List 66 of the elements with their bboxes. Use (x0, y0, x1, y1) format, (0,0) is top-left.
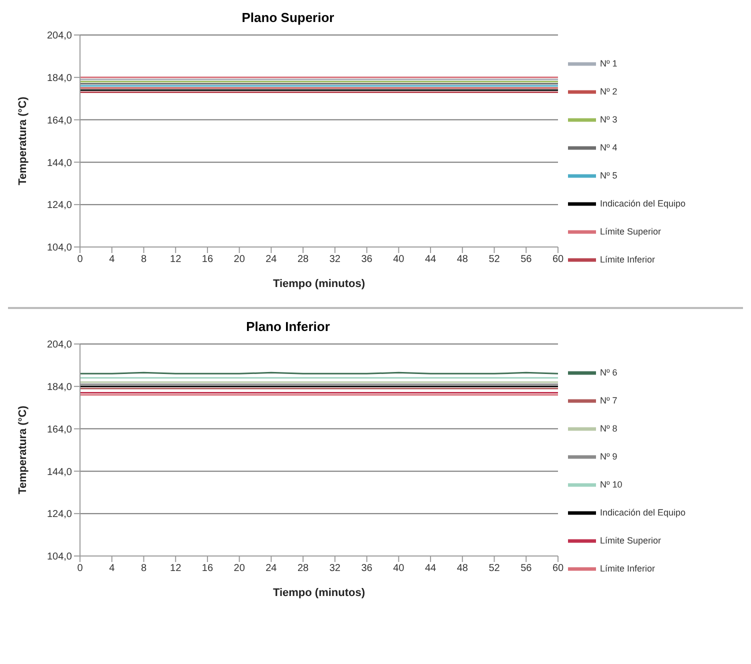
legend-label: Indicación del Equipo (600, 507, 686, 518)
x-tick-label: 16 (202, 563, 214, 574)
y-tick-label: 124,0 (46, 509, 72, 520)
y-axis-title: Temperatura (°C) (16, 96, 29, 186)
x-tick-label: 24 (266, 563, 278, 574)
x-tick-label: 36 (361, 563, 373, 574)
x-tick-label: 52 (488, 563, 500, 574)
y-tick-label: 144,0 (46, 158, 72, 169)
x-axis-title: Tiempo (minutos) (272, 278, 366, 290)
x-tick-label: 32 (329, 563, 341, 574)
x-tick-label: 4 (109, 254, 116, 266)
legend-label: Límite Inferior (600, 254, 656, 264)
legend-label: Indicación del Equipo (600, 198, 686, 208)
legend-label: Nº 5 (600, 170, 618, 180)
x-tick-label: 40 (393, 563, 405, 574)
x-tick-label: 28 (298, 254, 310, 266)
legend-label: Nº 1 (600, 58, 618, 68)
chart-title: Plano Superior (240, 10, 336, 25)
legend-label: Nº 2 (600, 86, 618, 96)
x-tick-label: 20 (234, 254, 246, 266)
y-tick-label: 164,0 (46, 424, 72, 436)
y-tick-label: 204,0 (46, 340, 72, 351)
legend-label: Límite Superior (600, 535, 662, 546)
chart-title: Plano Inferior (245, 319, 331, 334)
legend-label: Nº 7 (600, 395, 618, 406)
x-tick-label: 20 (234, 563, 246, 574)
x-tick-label: 36 (361, 254, 373, 266)
x-tick-label: 56 (520, 254, 532, 266)
x-tick-label: 40 (393, 254, 405, 266)
legend-label: Nº 3 (600, 114, 618, 124)
x-axis-title: Tiempo (minutos) (272, 587, 366, 599)
y-tick-label: 144,0 (46, 466, 72, 478)
x-tick-label: 60 (552, 254, 564, 266)
x-tick-label: 0 (77, 254, 84, 266)
x-tick-label: 0 (77, 563, 84, 574)
y-tick-label: 104,0 (46, 242, 72, 254)
x-tick-label: 60 (552, 563, 564, 574)
x-tick-label: 8 (140, 563, 147, 574)
legend-label: Límite Superior (600, 226, 662, 236)
y-tick-label: 164,0 (46, 115, 72, 126)
x-tick-label: 44 (424, 254, 437, 266)
x-tick-label: 24 (266, 254, 278, 266)
y-tick-label: 204,0 (46, 30, 72, 42)
legend-label: Nº 6 (600, 367, 618, 378)
legend-label: Nº 9 (600, 451, 618, 462)
legend-label: Nº 10 (600, 479, 622, 490)
x-tick-label: 48 (456, 254, 468, 266)
x-tick-label: 52 (488, 254, 500, 266)
x-tick-label: 56 (520, 563, 532, 574)
y-axis-title: Temperatura (°C) (16, 405, 29, 494)
legend-label: Límite Inferior (600, 563, 656, 574)
x-tick-label: 8 (140, 254, 147, 266)
y-tick-label: 184,0 (46, 382, 72, 393)
x-tick-label: 16 (202, 254, 214, 266)
x-tick-label: 4 (109, 563, 116, 574)
x-tick-label: 28 (298, 563, 310, 574)
x-tick-label: 12 (170, 563, 182, 574)
x-tick-label: 32 (329, 254, 341, 266)
legend-label: Nº 8 (600, 423, 618, 434)
y-tick-label: 184,0 (46, 72, 72, 84)
legend-label: Nº 4 (600, 142, 618, 152)
y-tick-label: 124,0 (46, 200, 72, 212)
y-tick-label: 104,0 (46, 552, 72, 563)
x-tick-label: 44 (424, 563, 437, 574)
x-tick-label: 12 (170, 254, 182, 266)
x-tick-label: 48 (456, 563, 468, 574)
